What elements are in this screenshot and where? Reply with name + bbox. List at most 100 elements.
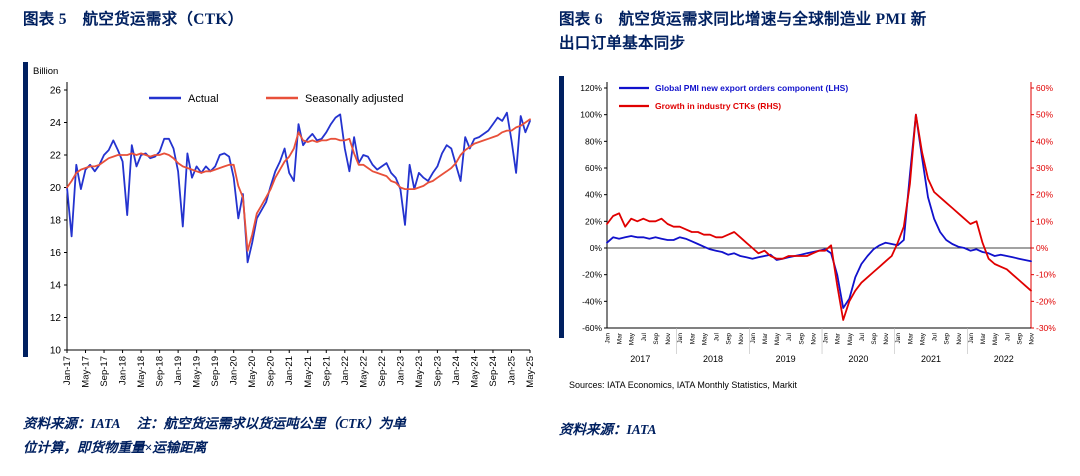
svg-text:Sep-20: Sep-20 xyxy=(266,356,277,387)
svg-text:Jan-25: Jan-25 xyxy=(506,356,517,385)
svg-text:Jul: Jul xyxy=(932,332,939,341)
figure6-accent-bar xyxy=(559,76,564,339)
svg-text:60%: 60% xyxy=(1036,83,1053,93)
svg-text:Jul: Jul xyxy=(859,332,866,341)
svg-text:Jan-17: Jan-17 xyxy=(62,356,73,385)
svg-text:14: 14 xyxy=(50,281,62,292)
figure6-chart-block: -60% -40% -20% 0% 20% 40% 60% 80% 100% 120% -30% -2… xyxy=(559,66,1080,398)
svg-text:60%: 60% xyxy=(585,163,602,173)
svg-text:Sep-17: Sep-17 xyxy=(99,356,110,387)
svg-text:Actual: Actual xyxy=(188,93,219,105)
figure6-title-line1: 图表 6 航空货运需求同比增速与全球制造业 PMI 新 xyxy=(559,11,927,28)
figure5-source-line2: 位计算，即货物重量×运输距离 xyxy=(23,439,207,455)
figure5-title: 图表 5 航空货运需求（CTK） xyxy=(23,11,244,28)
ctk-line-chart: 10 12 14 16 18 20 22 24 26 Jan-17 May-17 Sep-17 Jan-… xyxy=(33,66,536,388)
svg-text:2021: 2021 xyxy=(921,354,941,364)
svg-text:Nov: Nov xyxy=(810,332,817,344)
svg-text:May-18: May-18 xyxy=(136,356,147,388)
figure5-panel: 图表 5 航空货运需求（CTK） 10 12 14 16 18 20 22 24 26 Jan-1… xyxy=(23,8,539,459)
svg-text:Nov: Nov xyxy=(665,332,672,344)
svg-text:Sep-21: Sep-21 xyxy=(321,356,332,387)
figure6-title: 图表 6 航空货运需求同比增速与全球制造业 PMI 新 出口订单基本同步 xyxy=(559,8,1080,56)
svg-text:10: 10 xyxy=(50,346,62,357)
svg-text:Jan-18: Jan-18 xyxy=(118,356,129,385)
svg-text:2022: 2022 xyxy=(994,354,1014,364)
svg-text:Jan: Jan xyxy=(895,333,902,344)
svg-text:24: 24 xyxy=(50,118,62,129)
svg-text:Sep-23: Sep-23 xyxy=(432,356,443,387)
svg-text:May: May xyxy=(629,332,636,345)
svg-text:May: May xyxy=(774,332,781,345)
svg-text:Nov: Nov xyxy=(738,332,745,344)
svg-text:Billion: Billion xyxy=(33,66,58,77)
svg-text:0%: 0% xyxy=(1036,243,1049,253)
svg-text:Seasonally adjusted: Seasonally adjusted xyxy=(305,93,403,105)
svg-text:2017: 2017 xyxy=(630,354,650,364)
svg-text:Mar: Mar xyxy=(617,332,624,344)
svg-text:Jan-21: Jan-21 xyxy=(284,356,295,385)
svg-text:May-19: May-19 xyxy=(192,356,203,388)
svg-text:May-22: May-22 xyxy=(358,356,369,388)
svg-text:Jul: Jul xyxy=(641,332,648,341)
svg-text:Sep: Sep xyxy=(726,333,733,345)
svg-text:-40%: -40% xyxy=(582,296,602,306)
svg-text:18: 18 xyxy=(50,216,62,227)
svg-text:40%: 40% xyxy=(585,190,602,200)
svg-text:12: 12 xyxy=(50,313,62,324)
svg-text:Jan: Jan xyxy=(968,333,975,344)
svg-text:Sep: Sep xyxy=(798,333,805,345)
svg-text:May: May xyxy=(701,332,708,345)
svg-text:Jan-22: Jan-22 xyxy=(340,356,351,385)
svg-text:Jan: Jan xyxy=(750,333,757,344)
svg-text:Sep: Sep xyxy=(653,333,660,345)
svg-text:Mar: Mar xyxy=(980,332,987,344)
svg-text:Mar: Mar xyxy=(907,332,914,344)
svg-text:Sep-19: Sep-19 xyxy=(210,356,221,387)
figure5-chart-block: 10 12 14 16 18 20 22 24 26 Jan-17 May-17 Sep-17 Jan-… xyxy=(23,50,539,400)
svg-text:Jan-23: Jan-23 xyxy=(395,356,406,385)
svg-text:30%: 30% xyxy=(1036,163,1053,173)
svg-text:26: 26 xyxy=(50,86,62,97)
svg-text:May-25: May-25 xyxy=(525,356,536,388)
svg-text:May: May xyxy=(992,332,999,345)
svg-text:Jul: Jul xyxy=(786,332,793,341)
svg-text:May-21: May-21 xyxy=(303,356,314,388)
svg-text:20%: 20% xyxy=(1036,190,1053,200)
svg-text:Sep: Sep xyxy=(871,333,878,345)
svg-text:-20%: -20% xyxy=(582,270,602,280)
svg-text:Sep: Sep xyxy=(944,333,951,345)
svg-text:Jan-19: Jan-19 xyxy=(173,356,184,385)
svg-text:May: May xyxy=(847,332,854,345)
svg-text:May-17: May-17 xyxy=(81,356,92,388)
svg-text:Jul: Jul xyxy=(714,332,721,341)
svg-text:Sep-22: Sep-22 xyxy=(377,356,388,387)
figure6-panel: 图表 6 航空货运需求同比增速与全球制造业 PMI 新 出口订单基本同步 -60… xyxy=(559,8,1080,442)
svg-text:Sep-18: Sep-18 xyxy=(155,356,166,387)
svg-text:40%: 40% xyxy=(1036,136,1053,146)
svg-text:Nov: Nov xyxy=(956,332,963,344)
svg-text:Sep: Sep xyxy=(1016,333,1023,345)
svg-text:-20%: -20% xyxy=(1036,296,1056,306)
svg-text:2018: 2018 xyxy=(703,354,723,364)
svg-text:May: May xyxy=(919,332,926,345)
svg-text:Jan: Jan xyxy=(823,333,830,344)
svg-text:Nov: Nov xyxy=(1029,332,1036,344)
svg-text:May-23: May-23 xyxy=(414,356,425,388)
svg-text:22: 22 xyxy=(50,151,62,162)
svg-text:2019: 2019 xyxy=(776,354,796,364)
svg-text:20: 20 xyxy=(50,183,62,194)
svg-text:-60%: -60% xyxy=(582,323,602,333)
svg-text:Jan-20: Jan-20 xyxy=(229,356,240,385)
svg-text:-10%: -10% xyxy=(1036,270,1056,280)
pmi-ctk-dual-axis-chart: -60% -40% -20% 0% 20% 40% 60% 80% 100% 120% -30% -2… xyxy=(569,82,1056,390)
svg-text:Mar: Mar xyxy=(835,332,842,344)
svg-text:120%: 120% xyxy=(580,83,602,93)
svg-text:100%: 100% xyxy=(580,110,602,120)
svg-text:Jan-24: Jan-24 xyxy=(451,356,462,385)
svg-text:May-20: May-20 xyxy=(247,356,258,388)
svg-text:16: 16 xyxy=(50,248,62,259)
svg-text:10%: 10% xyxy=(1036,216,1053,226)
svg-text:Global PMI new export orders c: Global PMI new export orders component (… xyxy=(655,83,848,93)
svg-text:Sep-24: Sep-24 xyxy=(488,356,499,387)
svg-text:Growth in industry CTKs (RHS): Growth in industry CTKs (RHS) xyxy=(655,101,781,111)
